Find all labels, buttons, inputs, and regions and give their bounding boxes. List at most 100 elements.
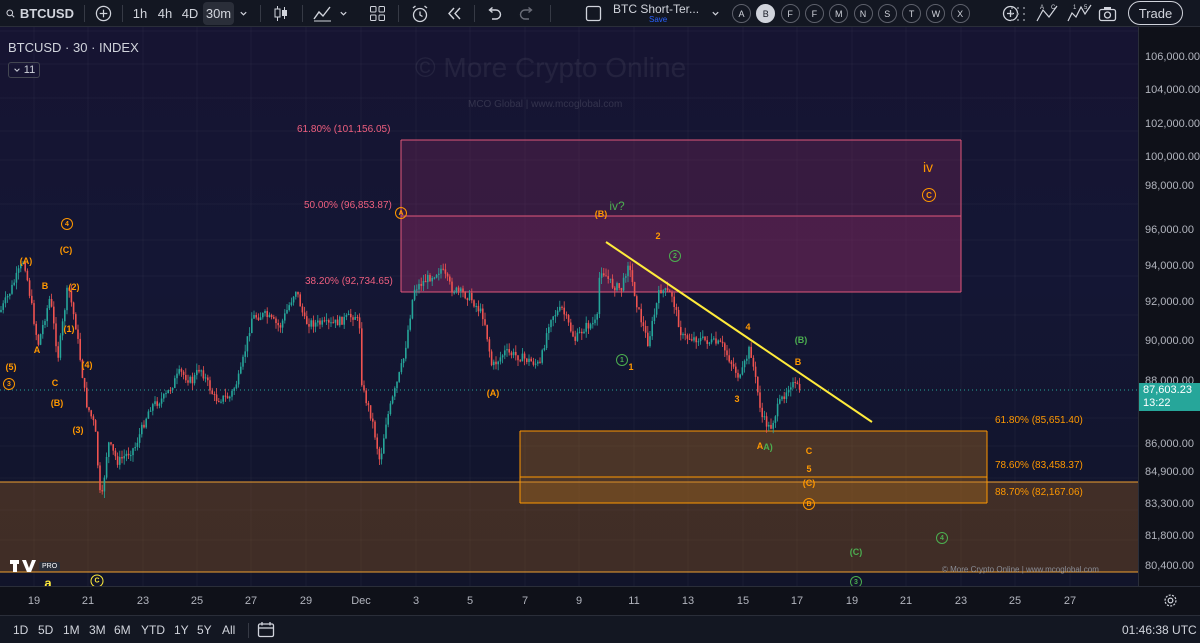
interval-4d[interactable]: 4D — [181, 6, 199, 21]
quick-letter-button-n[interactable]: N — [853, 4, 873, 23]
redo-button[interactable] — [516, 2, 538, 25]
candle-body — [130, 455, 132, 457]
chart-legend-title[interactable]: BTCUSD · 30 · INDEX — [8, 40, 139, 55]
current-price-tag: 87,603.23 13:22 — [1139, 383, 1200, 411]
alarm-clock-icon — [412, 4, 428, 22]
trade-button[interactable]: Trade — [1128, 1, 1183, 25]
pattern-tool-button[interactable] — [1008, 2, 1028, 25]
candle-body — [605, 275, 607, 277]
candle-body — [411, 299, 414, 319]
time-tick-label: 27 — [1063, 595, 1077, 607]
candle-body — [653, 314, 656, 321]
interval-1h[interactable]: 1h — [132, 6, 148, 21]
candle-body — [609, 278, 612, 280]
quick-letter-button-t[interactable]: T — [902, 4, 922, 23]
candle-body — [486, 324, 488, 340]
candle-body — [636, 296, 638, 308]
candle-body — [572, 331, 574, 337]
candle-body — [116, 456, 119, 465]
candle-body — [589, 324, 592, 329]
undo-button[interactable] — [483, 2, 505, 25]
chevron-down-icon — [339, 11, 347, 16]
range-button-5d[interactable]: 5D — [38, 623, 54, 637]
indicator-toggle-button[interactable]: 11 — [8, 62, 40, 78]
chart-pane[interactable]: © More Crypto Online MCO Global | www.mc… — [0, 27, 1138, 586]
interval-30m[interactable]: 30m — [203, 2, 234, 25]
indicators-button[interactable] — [311, 2, 333, 25]
quick-letter-button-s[interactable]: S — [877, 4, 897, 23]
svg-text:A: A — [1040, 5, 1044, 11]
candle-body — [473, 300, 475, 307]
candle-body — [455, 287, 458, 293]
interval-4h[interactable]: 4h — [157, 6, 173, 21]
candle-body — [83, 377, 86, 388]
quick-letter-button-x[interactable]: X — [950, 4, 970, 23]
chart-type-button[interactable] — [270, 2, 292, 25]
wave-label: (3) — [72, 425, 84, 435]
interval-dropdown-button[interactable] — [236, 2, 250, 25]
candle-body — [328, 320, 330, 323]
quick-letter-button-f[interactable]: F — [780, 4, 800, 23]
screenshot-button[interactable] — [1096, 2, 1118, 25]
quick-letter-button-f[interactable]: F — [804, 4, 824, 23]
range-button-all[interactable]: All — [222, 623, 236, 637]
range-button-1m[interactable]: 1M — [63, 623, 80, 637]
candle-body — [37, 334, 40, 345]
layout-checkbox[interactable] — [584, 2, 602, 25]
quick-letter-button-b[interactable]: B — [756, 4, 776, 23]
candle-body — [587, 322, 590, 329]
candle-body — [405, 347, 407, 359]
candle-body — [501, 355, 504, 358]
candle-body — [545, 333, 548, 349]
redo-icon — [519, 7, 533, 20]
replay-button[interactable] — [443, 2, 465, 25]
time-tick-label: 19 — [27, 595, 41, 607]
layout-title[interactable]: BTC Short-Ter... — [613, 2, 700, 16]
wave-label: (C) — [59, 245, 73, 255]
range-button-ytd[interactable]: YTD — [141, 623, 165, 637]
fib-label-50-upper: 50.00% (96,853.87) — [304, 200, 392, 211]
fib-zone-upper-top — [401, 140, 961, 216]
chart-settings-button[interactable] — [1163, 593, 1178, 613]
candle-body — [352, 317, 354, 320]
candle-body — [662, 290, 664, 294]
utc-clock[interactable]: 01:46:38 UTC — [1122, 623, 1197, 637]
range-button-1y[interactable]: 1Y — [174, 623, 189, 637]
candles-icon — [274, 6, 287, 21]
trendline[interactable] — [605, 241, 873, 423]
quick-letter-button-m[interactable]: M — [829, 4, 849, 23]
range-button-6m[interactable]: 6M — [114, 623, 131, 637]
candle-body — [301, 306, 304, 313]
quick-letter-button-a[interactable]: A — [732, 4, 751, 23]
candle-body — [649, 336, 651, 347]
candle-body — [534, 363, 537, 365]
candle-body — [163, 394, 165, 399]
alert-button[interactable] — [408, 2, 432, 25]
candle-body — [39, 334, 42, 345]
layout-dropdown-button[interactable] — [708, 2, 722, 25]
go-to-date-button[interactable] — [257, 621, 275, 643]
candle-body — [552, 316, 554, 321]
candle-body — [739, 374, 741, 378]
candle-body — [675, 307, 678, 310]
candle-body — [354, 316, 356, 320]
range-button-5y[interactable]: 5Y — [197, 623, 212, 637]
candle-body — [594, 319, 596, 324]
candle-body — [394, 388, 396, 397]
candle-body — [565, 314, 568, 316]
candle-body — [75, 314, 77, 330]
range-button-3m[interactable]: 3M — [89, 623, 106, 637]
quick-letter-button-w[interactable]: W — [926, 4, 946, 23]
symbol-search[interactable]: BTCUSD — [4, 2, 74, 25]
compare-symbol-button[interactable] — [92, 2, 114, 25]
range-button-1d[interactable]: 1D — [13, 623, 29, 637]
price-chart-canvas[interactable] — [0, 27, 1138, 586]
price-axis[interactable]: 106,000.00 104,000.00 102,000.00 100,000.00… — [1138, 27, 1200, 604]
wave-label: (2) — [68, 282, 80, 292]
layouts-button[interactable] — [366, 2, 388, 25]
candle-body — [6, 295, 9, 298]
indicators-dropdown-button[interactable] — [336, 2, 350, 25]
time-axis[interactable]: 19 21 23 25 27 29 Dec 3 5 7 9 11 13 15 17 19 21 23 25 27 — [0, 586, 1200, 615]
